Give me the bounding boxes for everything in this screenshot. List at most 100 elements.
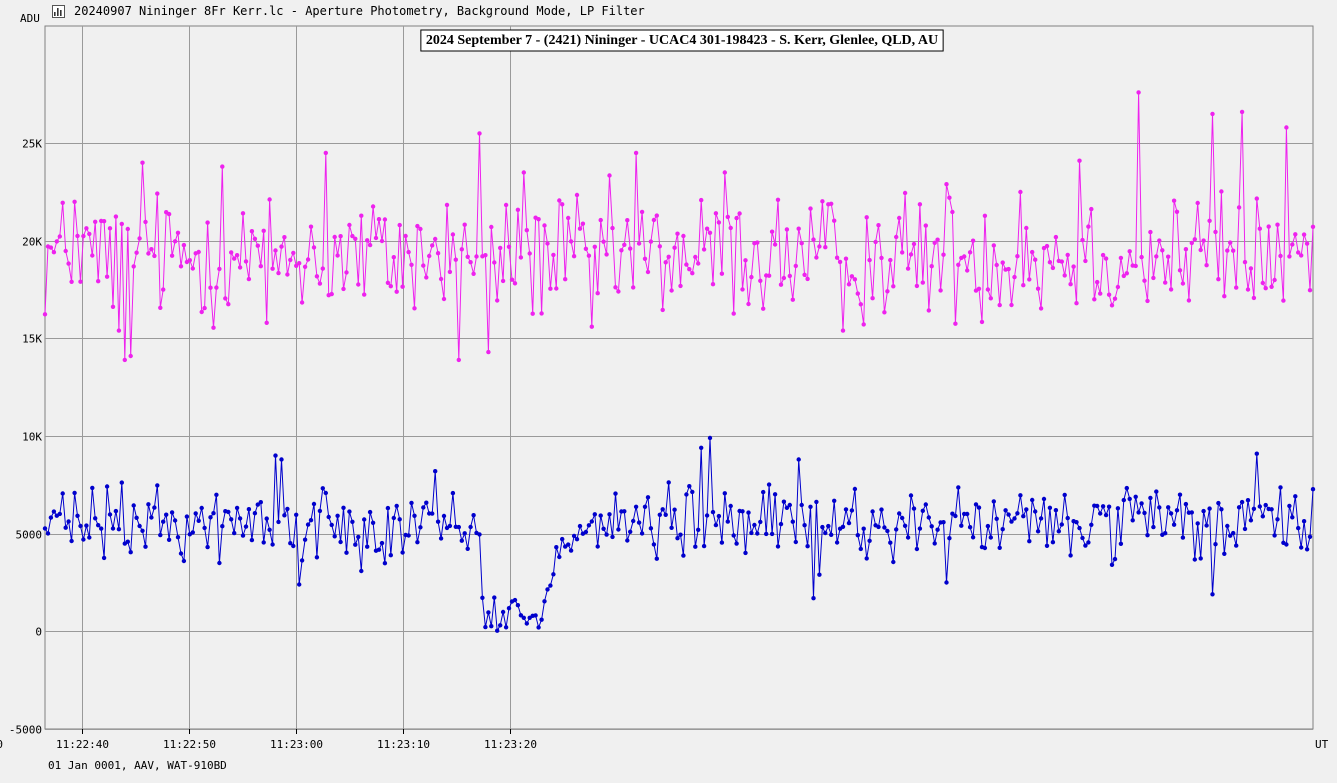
- data-point: [687, 267, 692, 272]
- data-point: [1260, 280, 1266, 286]
- data-point: [1124, 485, 1130, 491]
- data-point: [438, 536, 444, 541]
- data-point: [1148, 495, 1153, 501]
- data-point: [308, 224, 314, 229]
- data-point: [935, 237, 940, 242]
- data-point: [353, 236, 358, 241]
- data-point: [347, 509, 352, 514]
- data-point: [888, 257, 893, 263]
- data-point: [350, 519, 355, 524]
- data-point: [90, 485, 95, 491]
- data-point: [403, 233, 408, 239]
- data-point: [775, 197, 781, 202]
- data-point: [1171, 522, 1177, 527]
- data-point: [444, 202, 450, 208]
- data-point: [294, 263, 299, 268]
- data-point: [397, 222, 402, 228]
- data-point: [840, 328, 846, 333]
- data-point: [610, 534, 615, 540]
- data-point: [965, 268, 970, 273]
- data-point: [276, 270, 281, 276]
- data-point: [935, 527, 940, 532]
- data-point: [716, 513, 722, 519]
- data-point: [152, 253, 157, 259]
- data-point: [566, 215, 571, 221]
- data-point: [1301, 232, 1307, 237]
- data-point: [861, 322, 866, 327]
- data-point: [1121, 497, 1127, 503]
- y-tick-label: -5000: [9, 724, 42, 737]
- data-point: [601, 526, 606, 531]
- data-point: [743, 258, 748, 263]
- data-point: [855, 291, 860, 296]
- data-point: [583, 246, 589, 251]
- chart-icon[interactable]: [52, 5, 65, 18]
- data-point: [1092, 297, 1097, 302]
- data-point: [731, 533, 736, 538]
- data-point: [633, 150, 639, 156]
- data-point: [769, 229, 775, 234]
- data-point: [1145, 298, 1150, 304]
- data-point: [51, 509, 57, 514]
- data-point: [119, 480, 125, 485]
- data-point: [781, 275, 787, 281]
- data-point: [542, 599, 547, 604]
- data-point: [299, 300, 305, 305]
- data-point: [1095, 503, 1100, 509]
- data-point: [1207, 218, 1212, 223]
- data-point: [908, 493, 914, 498]
- data-point: [802, 523, 807, 528]
- data-point: [976, 286, 982, 291]
- data-point: [181, 558, 187, 564]
- data-point: [932, 240, 937, 245]
- data-point: [894, 234, 899, 240]
- data-point: [1098, 291, 1103, 296]
- data-point: [161, 519, 166, 524]
- data-point: [506, 244, 512, 249]
- data-point: [66, 519, 71, 524]
- data-point: [465, 254, 470, 259]
- data-point: [93, 516, 98, 521]
- data-point: [1195, 200, 1200, 206]
- data-point: [870, 509, 875, 514]
- data-point: [320, 266, 325, 271]
- data-point: [672, 245, 677, 250]
- data-point: [385, 280, 391, 285]
- data-point: [1290, 515, 1295, 520]
- data-point: [920, 280, 925, 285]
- data-point: [214, 492, 219, 497]
- data-point: [675, 536, 680, 541]
- data-point: [894, 527, 899, 532]
- data-point: [193, 511, 198, 516]
- data-point: [953, 321, 958, 326]
- data-point: [852, 277, 858, 282]
- data-point: [651, 217, 657, 223]
- data-point: [302, 264, 308, 269]
- data-point: [60, 491, 65, 496]
- data-point: [571, 533, 577, 539]
- data-point: [817, 244, 822, 249]
- data-point: [276, 519, 281, 525]
- data-point: [246, 276, 252, 282]
- data-point: [311, 245, 317, 250]
- data-point: [489, 624, 494, 629]
- data-point: [1050, 265, 1056, 271]
- data-point: [654, 556, 659, 561]
- data-point: [320, 486, 325, 491]
- data-point: [920, 508, 925, 513]
- data-point: [802, 272, 807, 277]
- data-point: [900, 250, 905, 255]
- data-point: [601, 239, 606, 244]
- data-point: [766, 482, 772, 487]
- data-point: [536, 625, 541, 630]
- data-point: [240, 211, 246, 216]
- data-point: [719, 271, 725, 276]
- data-point: [1033, 257, 1038, 262]
- y-tick-label: 15K: [22, 333, 42, 346]
- data-point: [42, 526, 48, 531]
- data-point: [237, 516, 243, 521]
- data-point: [746, 510, 751, 515]
- data-point: [577, 523, 583, 529]
- data-point: [814, 499, 819, 505]
- data-point: [631, 285, 636, 290]
